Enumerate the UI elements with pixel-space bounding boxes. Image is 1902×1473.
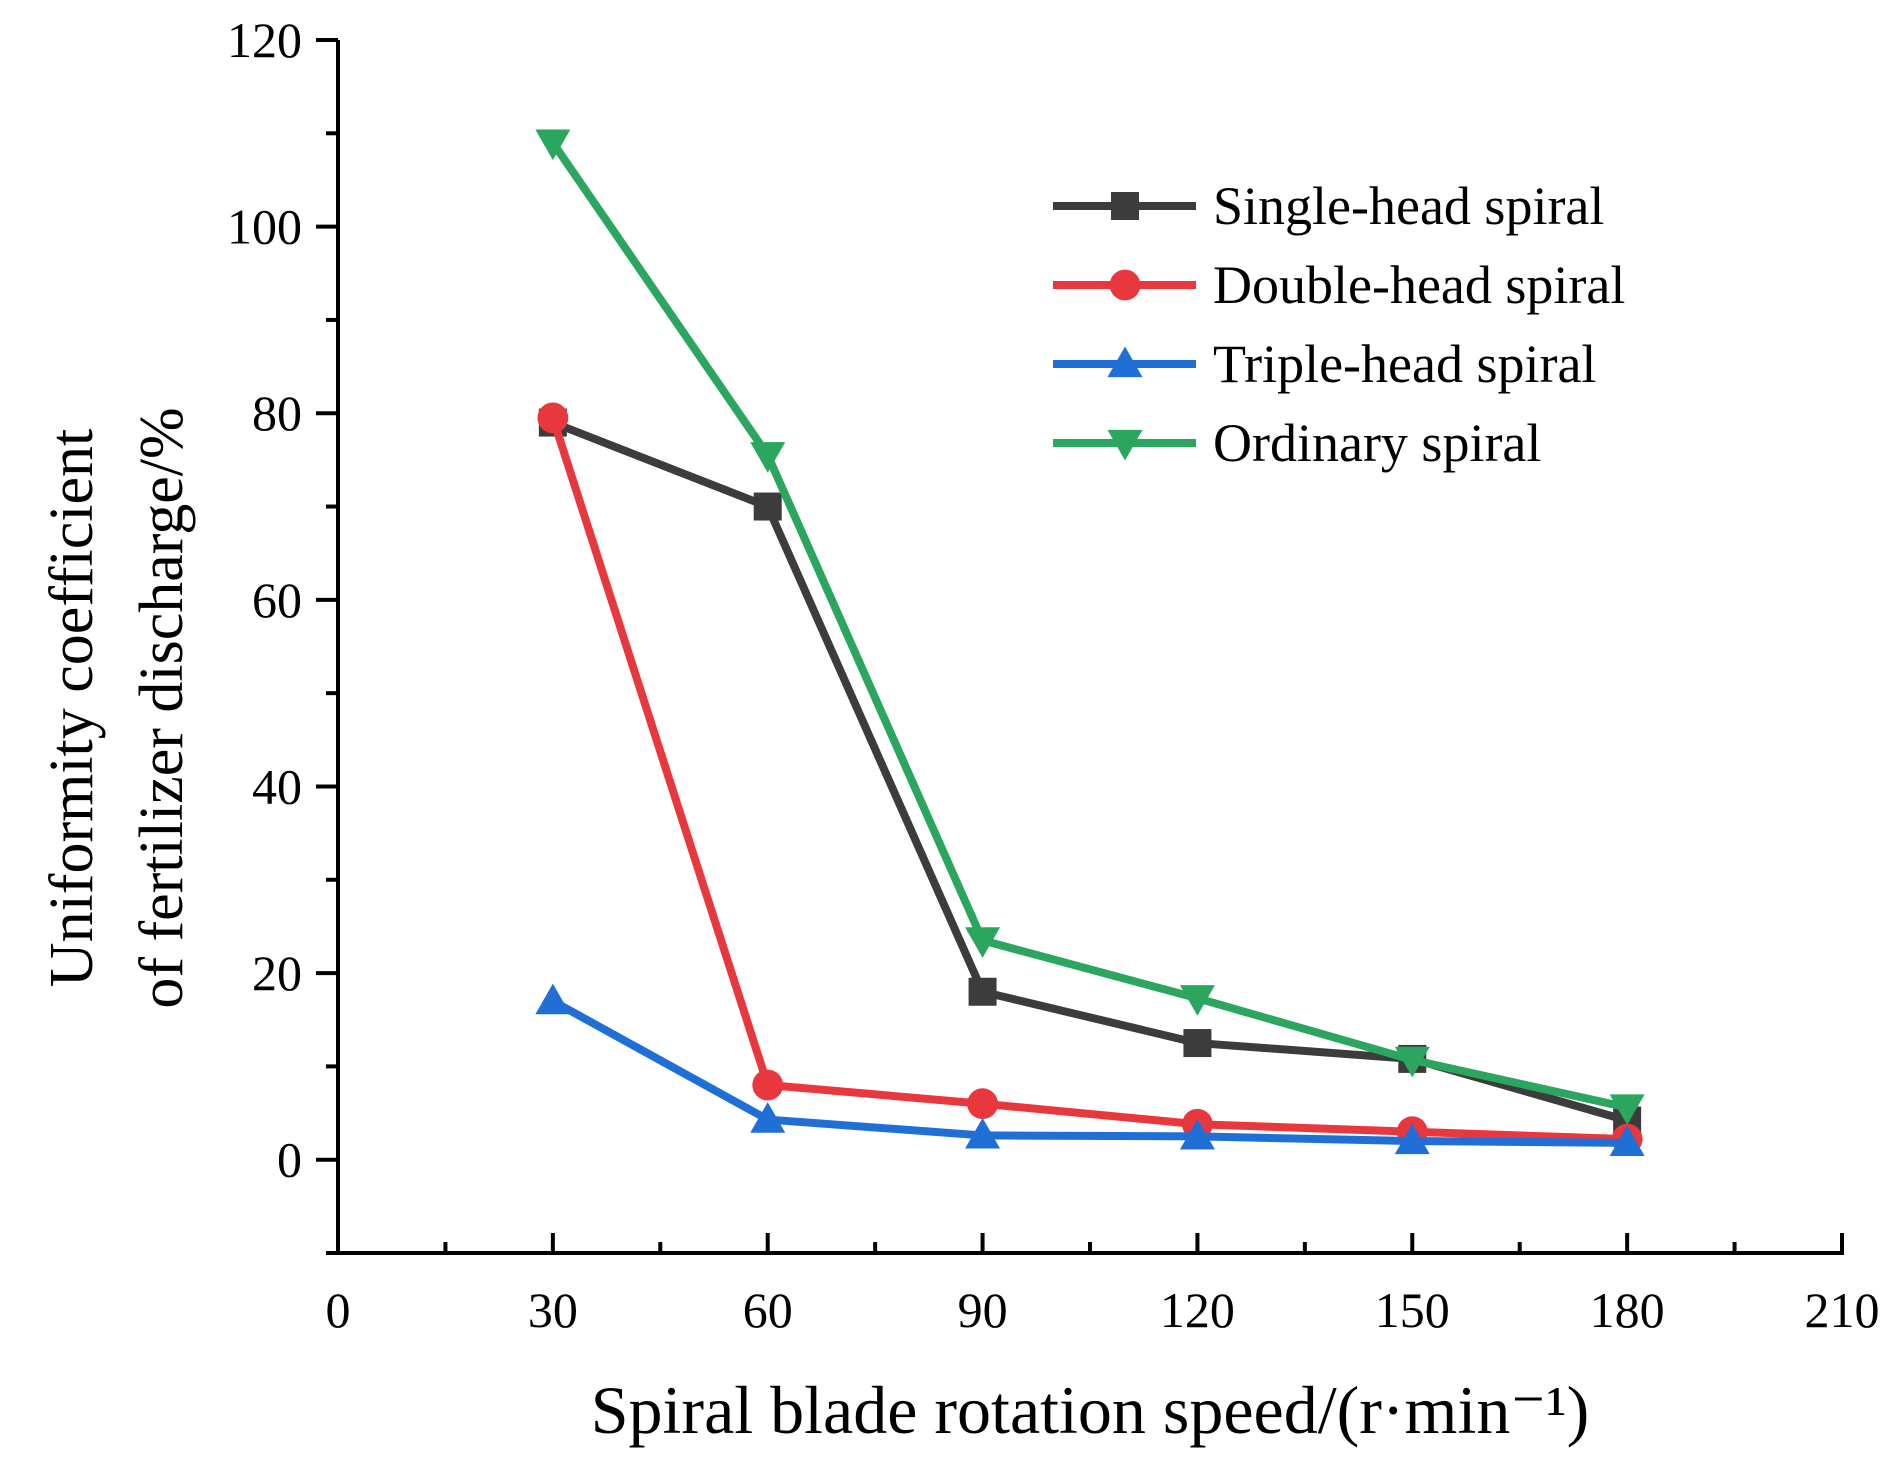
y-tick-label: 80 bbox=[252, 385, 302, 441]
data-point bbox=[752, 1069, 784, 1101]
x-tick-label: 90 bbox=[958, 1282, 1008, 1338]
legend-label: Single-head spiral bbox=[1213, 176, 1604, 236]
x-tick-label: 60 bbox=[743, 1282, 793, 1338]
x-tick-label: 180 bbox=[1590, 1282, 1665, 1338]
legend-item: Triple-head spiral bbox=[1053, 334, 1596, 394]
legend-item: Double-head spiral bbox=[1053, 255, 1625, 315]
series-line bbox=[550, 997, 1628, 1147]
x-tick-label: 0 bbox=[326, 1282, 351, 1338]
data-point bbox=[753, 492, 782, 521]
data-point bbox=[1183, 1029, 1212, 1058]
x-tick-label: 210 bbox=[1805, 1282, 1880, 1338]
data-point bbox=[967, 1088, 998, 1120]
data-point bbox=[537, 402, 569, 434]
legend-label: Double-head spiral bbox=[1213, 255, 1625, 315]
data-point bbox=[1179, 985, 1215, 1016]
y-axis-label-line-2: of fertilizer discharge/% bbox=[128, 407, 196, 1008]
series-line bbox=[549, 140, 1629, 1112]
y-tick-label: 20 bbox=[252, 945, 302, 1001]
x-tick-label: 120 bbox=[1160, 1282, 1235, 1338]
legend: Single-head spiral Double-head spiral Trip… bbox=[1053, 176, 1625, 473]
data-point bbox=[1179, 1118, 1215, 1150]
legend-label: Triple-head spiral bbox=[1213, 334, 1596, 394]
legend-label: Ordinary spiral bbox=[1213, 413, 1541, 473]
y-tick-label: 60 bbox=[252, 572, 302, 628]
data-point bbox=[1609, 1125, 1645, 1157]
legend-marker bbox=[1107, 346, 1143, 378]
y-axis-label-line-1: Uniformity coefficient bbox=[38, 429, 106, 987]
series-single-head-spiral bbox=[538, 408, 1642, 1135]
series-line bbox=[551, 418, 1629, 1125]
series-line bbox=[549, 416, 1628, 1144]
series-layer bbox=[535, 129, 1645, 1157]
data-point bbox=[1609, 1094, 1645, 1125]
legend-item: Single-head spiral bbox=[1053, 176, 1604, 236]
y-axis-label: Uniformity coefficient of fertilizer dis… bbox=[38, 407, 196, 1008]
legend-marker bbox=[1107, 429, 1143, 461]
data-point bbox=[1394, 1123, 1430, 1155]
data-point bbox=[965, 927, 1001, 958]
series-double-head-spiral bbox=[537, 402, 1643, 1155]
data-point bbox=[750, 1102, 786, 1133]
series-ordinary-spiral bbox=[535, 129, 1645, 1125]
data-point bbox=[968, 977, 997, 1006]
y-tick-label: 40 bbox=[252, 758, 302, 814]
data-point bbox=[535, 129, 571, 161]
x-tick-label: 30 bbox=[528, 1282, 578, 1338]
y-tick-label: 0 bbox=[277, 1132, 302, 1188]
legend-item: Ordinary spiral bbox=[1053, 413, 1541, 473]
data-point bbox=[750, 442, 786, 473]
y-tick-label: 120 bbox=[227, 12, 302, 68]
x-axis-label: Spiral blade rotation speed/(r·min⁻¹) bbox=[591, 1372, 1590, 1448]
x-tick-label: 150 bbox=[1375, 1282, 1450, 1338]
legend-marker bbox=[1109, 269, 1141, 301]
series-triple-head-spiral bbox=[535, 983, 1645, 1157]
data-point bbox=[965, 1117, 1001, 1149]
axes: 0 30 60 90 120 150 180 210 0 20 40 60 80 100 120 bbox=[227, 12, 1880, 1338]
data-point bbox=[1394, 1046, 1430, 1078]
y-tick-label: 100 bbox=[227, 199, 302, 255]
legend-marker bbox=[1111, 192, 1139, 220]
data-point bbox=[535, 983, 571, 1015]
